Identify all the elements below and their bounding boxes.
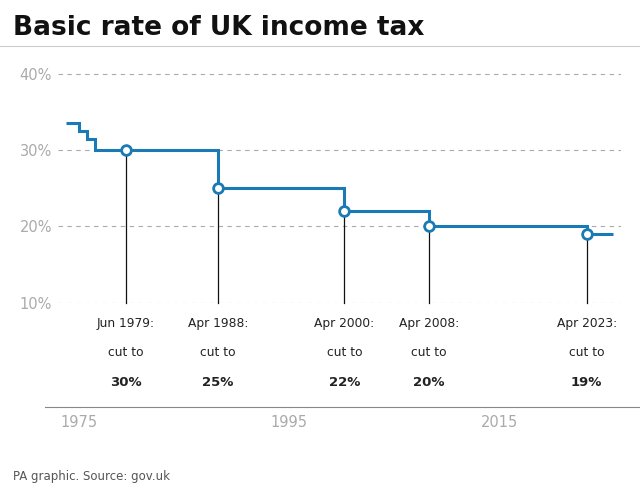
- Text: 22%: 22%: [329, 376, 360, 389]
- Text: Apr 2023:: Apr 2023:: [557, 317, 617, 330]
- Text: Apr 2008:: Apr 2008:: [399, 317, 459, 330]
- Text: 20%: 20%: [413, 376, 444, 389]
- Text: Basic rate of UK income tax: Basic rate of UK income tax: [13, 15, 424, 41]
- Text: cut to: cut to: [108, 346, 144, 360]
- Text: 25%: 25%: [202, 376, 234, 389]
- Text: Apr 2000:: Apr 2000:: [314, 317, 374, 330]
- Text: 1975: 1975: [60, 415, 97, 430]
- Text: Jun 1979:: Jun 1979:: [97, 317, 155, 330]
- Text: Apr 1988:: Apr 1988:: [188, 317, 248, 330]
- Text: PA graphic. Source: gov.uk: PA graphic. Source: gov.uk: [13, 470, 170, 483]
- Text: 19%: 19%: [571, 376, 602, 389]
- Text: cut to: cut to: [326, 346, 362, 360]
- Text: cut to: cut to: [411, 346, 447, 360]
- Text: 30%: 30%: [110, 376, 142, 389]
- Text: cut to: cut to: [569, 346, 604, 360]
- Text: 1995: 1995: [271, 415, 308, 430]
- Text: 2015: 2015: [481, 415, 518, 430]
- Text: cut to: cut to: [200, 346, 236, 360]
